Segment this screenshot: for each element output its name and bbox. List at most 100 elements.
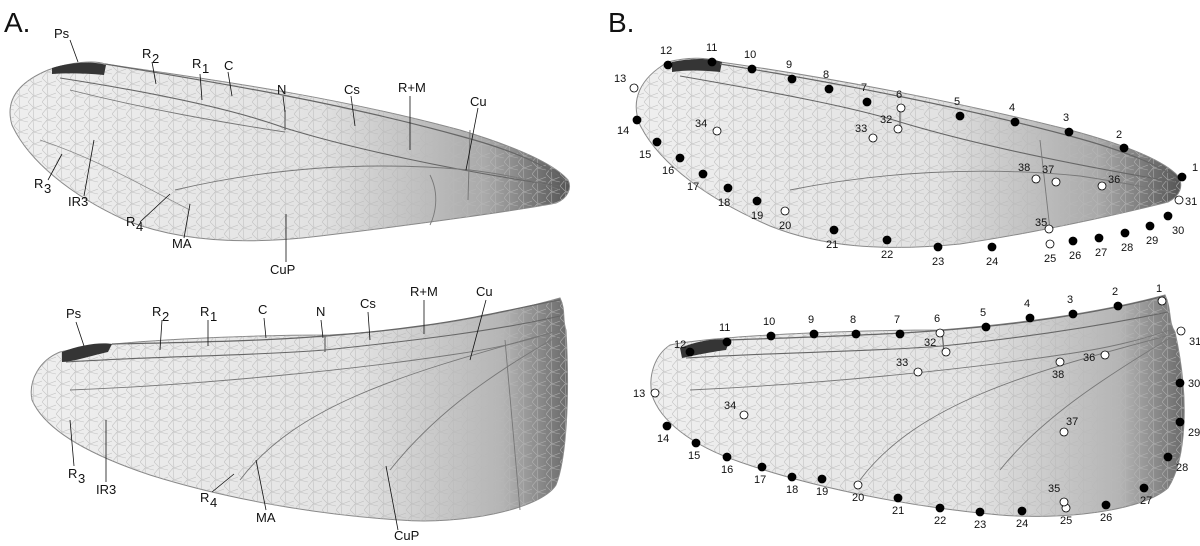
fw-landmark-label-23: 23 <box>932 256 944 268</box>
hw-label-r3-sub: 3 <box>78 471 85 486</box>
fw-label-r4: R <box>126 214 135 229</box>
fw-landmark-label-25: 25 <box>1044 253 1056 265</box>
hw-landmark-label-11: 11 <box>719 322 730 334</box>
hw-label-n: N <box>316 304 325 319</box>
hw-landmark-label-32: 32 <box>924 337 936 349</box>
fw-landmark-18-filled <box>723 183 733 193</box>
hw-landmark-label-7: 7 <box>894 314 900 326</box>
fw-landmark-30-filled <box>1163 211 1173 221</box>
fw-landmark-label-26: 26 <box>1069 250 1081 262</box>
panel-a-hindwing: Ps R 2 R 1 C N Cs R+M Cu R 3 IR3 R 4 MA … <box>30 284 569 543</box>
fw-landmark-32-open <box>893 124 903 134</box>
fw-label-r2: R <box>142 46 151 61</box>
fw-landmark-19-filled <box>752 196 762 206</box>
hw-label-rm: R+M <box>410 284 438 299</box>
fw-landmark-29-filled <box>1145 221 1155 231</box>
hw-landmark-label-2: 2 <box>1112 286 1118 298</box>
hw-landmark-14-filled <box>662 421 672 431</box>
hw-label-r4: R <box>200 490 209 505</box>
hw-landmark-13-open <box>650 388 660 398</box>
hw-landmark-label-14: 14 <box>657 433 669 445</box>
hw-landmark-label-24: 24 <box>1016 518 1028 530</box>
panel-b-forewing <box>635 57 1182 248</box>
hw-landmark-6-open <box>935 328 945 338</box>
hw-landmark-label-6: 6 <box>934 313 940 325</box>
hw-landmark-label-29: 29 <box>1188 427 1200 439</box>
fw-landmark-label-24: 24 <box>986 256 998 268</box>
fw-landmark-label-8: 8 <box>823 69 829 81</box>
fw-landmark-label-32: 32 <box>880 114 892 126</box>
hw-landmark-label-22: 22 <box>934 515 946 527</box>
fw-landmark-label-19: 19 <box>751 210 763 222</box>
fw-landmark-15-filled <box>652 137 662 147</box>
hw-landmark-label-18: 18 <box>786 484 798 496</box>
fw-landmark-26-filled <box>1068 236 1078 246</box>
hw-label-r4-sub: 4 <box>210 495 217 510</box>
fw-landmark-label-36: 36 <box>1108 174 1120 186</box>
hw-landmark-label-26: 26 <box>1100 512 1112 524</box>
fw-landmark-label-34: 34 <box>695 118 707 130</box>
hw-landmark-35-open <box>1059 497 1069 507</box>
hw-label-c: C <box>258 302 267 317</box>
fw-landmark-label-37: 37 <box>1042 164 1054 176</box>
hw-landmark-9-filled <box>809 329 819 339</box>
fw-landmark-label-5: 5 <box>954 96 960 108</box>
fw-landmark-36-open <box>1097 181 1107 191</box>
panel-a-forewing: Ps R 2 R 1 C N Cs R+M Cu R 3 IR3 R 4 MA … <box>9 26 570 277</box>
fw-landmark-label-27: 27 <box>1095 247 1107 259</box>
hw-landmark-7-filled <box>895 329 905 339</box>
hw-landmark-label-36: 36 <box>1083 352 1095 364</box>
fw-landmark-17-filled <box>698 169 708 179</box>
fw-landmark-33-open <box>868 133 878 143</box>
fw-label-r2-sub: 2 <box>152 51 159 66</box>
fw-landmark-label-28: 28 <box>1121 242 1133 254</box>
hw-landmark-label-27: 27 <box>1140 495 1152 507</box>
hw-landmark-label-25: 25 <box>1060 515 1072 527</box>
fw-landmark-label-14: 14 <box>617 125 629 137</box>
hw-landmark-19-filled <box>817 474 827 484</box>
fw-label-cu: Cu <box>470 94 487 109</box>
fw-landmark-label-33: 33 <box>855 123 867 135</box>
hw-label-r2-sub: 2 <box>162 309 169 324</box>
hw-landmark-4-filled <box>1025 313 1035 323</box>
hw-landmark-label-28: 28 <box>1176 462 1188 474</box>
hw-landmark-label-33: 33 <box>896 357 908 369</box>
hw-landmark-2-filled <box>1113 301 1123 311</box>
hw-label-cup: CuP <box>394 528 419 543</box>
fw-landmark-label-12: 12 <box>660 45 672 57</box>
fw-landmark-37-open <box>1051 177 1061 187</box>
hw-landmark-label-9: 9 <box>808 314 814 326</box>
hw-landmark-11-filled <box>722 337 732 347</box>
fw-landmark-11-filled <box>707 57 717 67</box>
hw-landmark-33-open <box>913 367 923 377</box>
fw-label-cup: CuP <box>270 262 295 277</box>
fw-landmark-10-filled <box>747 64 757 74</box>
fw-label-r3: R <box>34 176 43 191</box>
hw-landmark-label-5: 5 <box>980 307 986 319</box>
hw-landmark-31-open <box>1176 326 1186 336</box>
hw-landmark-37-open <box>1059 427 1069 437</box>
hw-landmark-label-3: 3 <box>1067 294 1073 306</box>
hw-landmark-label-19: 19 <box>816 486 828 498</box>
fw-landmark-2-filled <box>1119 143 1129 153</box>
hw-landmark-28-filled <box>1163 452 1173 462</box>
panel-b-label: B. <box>608 7 634 38</box>
fw-landmark-31-open <box>1174 195 1184 205</box>
fw-landmark-label-3: 3 <box>1063 112 1069 124</box>
fw-landmark-label-35: 35 <box>1035 217 1047 229</box>
fw-label-r4-sub: 4 <box>136 219 143 234</box>
fw-landmark-label-7: 7 <box>861 82 867 94</box>
fw-landmark-label-6: 6 <box>896 89 902 101</box>
fw-landmark-label-15: 15 <box>639 149 651 161</box>
hw-landmark-38-open <box>1055 357 1065 367</box>
fw-landmark-label-11: 11 <box>706 42 717 54</box>
fw-landmark-label-38: 38 <box>1018 162 1030 174</box>
fw-landmark-5-filled <box>955 111 965 121</box>
fw-landmark-label-18: 18 <box>718 197 730 209</box>
fw-landmark-21-filled <box>829 225 839 235</box>
hw-landmark-label-8: 8 <box>850 314 856 326</box>
hw-landmark-26-filled <box>1101 500 1111 510</box>
hw-label-ir3: IR3 <box>96 482 116 497</box>
fw-landmark-23-filled <box>933 242 943 252</box>
